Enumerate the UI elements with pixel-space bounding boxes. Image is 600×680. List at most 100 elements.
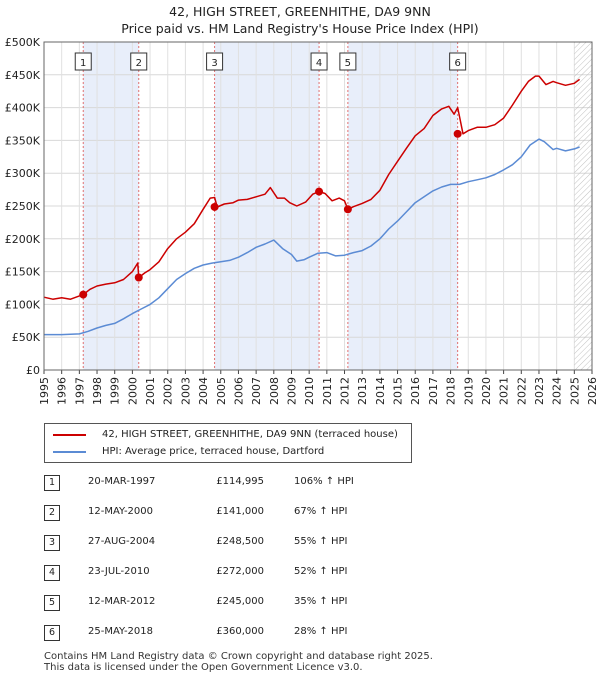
legend-label-hpi: HPI: Average price, terraced house, Dart… (102, 446, 325, 457)
forecast-hatch (574, 42, 592, 370)
sale-row: 1 20-MAR-1997 £114,995 106% ↑ HPI (44, 471, 404, 491)
x-tick-label: 2010 (303, 377, 316, 405)
sale-marker-number: 4 (316, 58, 322, 69)
y-tick-label: £450K (5, 69, 41, 82)
price-chart: 1 2 3 4 5 6 £0 £50K £100K £150K £200K £250K £300K £3… (5, 36, 599, 405)
sale-price: £245,000 (216, 596, 264, 607)
sale-marker-box (206, 52, 224, 71)
x-tick-label: 2021 (498, 377, 511, 405)
x-tick-label: 2019 (462, 377, 475, 405)
sale-number-box: 5 (44, 595, 60, 611)
x-tick-label: 2002 (162, 377, 175, 405)
sale-marker-number: 5 (345, 58, 351, 69)
legend: 42, HIGH STREET, GREENHITHE, DA9 9NN (te… (44, 423, 412, 463)
x-tick-label: 2012 (339, 377, 352, 405)
x-tick-label: 1998 (91, 377, 104, 405)
sale-point (134, 273, 143, 282)
x-tick-label: 2001 (144, 377, 157, 405)
sale-date: 23-JUL-2010 (88, 566, 150, 577)
x-tick-label: 2018 (445, 377, 458, 405)
sale-date: 25-MAY-2018 (88, 626, 154, 637)
hpi-line (44, 138, 580, 336)
y-tick-label: £350K (5, 134, 41, 147)
sale-hpi-change: 67% ↑ HPI (294, 506, 348, 517)
sale-number-box: 4 (44, 565, 60, 581)
sale-point (315, 187, 324, 196)
sale-number-box: 1 (44, 475, 60, 491)
sale-hpi-change: 106% ↑ HPI (294, 476, 354, 487)
sale-marker-box (339, 52, 357, 71)
sale-number-box: 2 (44, 505, 60, 521)
y-tick-label: £400K (5, 102, 41, 115)
x-tick-label: 2007 (250, 377, 263, 405)
chart-title-line1: 42, HIGH STREET, GREENHITHE, DA9 9NN (169, 4, 431, 19)
x-tick-label: 2020 (480, 377, 493, 405)
sale-price: £141,000 (216, 506, 264, 517)
sale-row: 6 25-MAY-2018 £360,000 28% ↑ HPI (44, 621, 404, 641)
y-tick-label: £100K (5, 298, 41, 311)
x-tick-label: 2014 (374, 377, 387, 405)
sale-row: 5 12-MAR-2012 £245,000 35% ↑ HPI (44, 591, 404, 611)
x-tick-label: 2026 (586, 377, 599, 405)
sale-row: 2 12-MAY-2000 £141,000 67% ↑ HPI (44, 501, 404, 521)
sale-row: 3 27-AUG-2004 £248,500 55% ↑ HPI (44, 531, 404, 551)
sale-marker-number: 3 (211, 58, 217, 69)
x-tick-label: 2017 (427, 377, 440, 405)
footer-line2: This data is licensed under the Open Gov… (44, 662, 363, 673)
y-tick-label: £0 (26, 364, 40, 377)
sale-point (210, 202, 219, 211)
sale-marker-number: 1 (80, 58, 86, 69)
x-tick-label: 2011 (321, 377, 334, 405)
legend-swatch-hpi (53, 451, 86, 453)
x-tick-label: 2009 (285, 377, 298, 405)
sale-hpi-change: 35% ↑ HPI (294, 596, 348, 607)
y-tick-label: £200K (5, 233, 41, 246)
sale-hpi-change: 52% ↑ HPI (294, 566, 348, 577)
x-tick-label: 2025 (568, 377, 581, 405)
y-tick-label: £150K (5, 266, 41, 279)
x-tick-label: 1997 (73, 377, 86, 405)
x-tick-label: 2023 (533, 377, 546, 405)
x-tick-label: 2013 (356, 377, 369, 405)
sale-number-box: 3 (44, 535, 60, 551)
sale-number-box: 6 (44, 625, 60, 641)
x-tick-label: 1995 (38, 377, 51, 405)
footer-line1: Contains HM Land Registry data © Crown c… (44, 651, 433, 662)
x-tick-label: 2022 (515, 377, 528, 405)
sale-point (343, 205, 352, 214)
x-tick-label: 2008 (268, 377, 281, 405)
sale-marker-box (130, 52, 148, 71)
sale-price: £248,500 (216, 536, 264, 547)
chart-title-line2: Price paid vs. HM Land Registry's House … (121, 21, 479, 36)
x-tick-label: 1996 (56, 377, 69, 405)
sale-row: 4 23-JUL-2010 £272,000 52% ↑ HPI (44, 561, 404, 581)
sale-marker-box (74, 52, 92, 71)
legend-swatch-property (53, 434, 86, 436)
y-tick-label: £50K (12, 331, 41, 344)
sale-date: 20-MAR-1997 (88, 476, 156, 487)
y-tick-label: £300K (5, 167, 41, 180)
x-tick-label: 2024 (551, 377, 564, 405)
x-tick-label: 2003 (179, 377, 192, 405)
x-tick-label: 2005 (215, 377, 228, 405)
sale-date: 27-AUG-2004 (88, 536, 156, 547)
footer: Contains HM Land Registry data © Crown c… (44, 651, 433, 673)
chart-title: 42, HIGH STREET, GREENHITHE, DA9 9NN Pri… (0, 3, 600, 37)
plot-frame (43, 41, 593, 371)
sale-date: 12-MAY-2000 (88, 506, 154, 517)
sale-price: £114,995 (216, 476, 264, 487)
sale-price: £272,000 (216, 566, 264, 577)
sale-point (79, 290, 88, 299)
x-tick-label: 1999 (109, 377, 122, 405)
sale-date: 12-MAR-2012 (88, 596, 156, 607)
sale-price: £360,000 (216, 626, 264, 637)
sale-marker-box (449, 52, 467, 71)
x-tick-label: 2016 (409, 377, 422, 405)
y-tick-label: £500K (5, 36, 41, 49)
sale-marker-box (310, 52, 328, 71)
sale-hpi-change: 55% ↑ HPI (294, 536, 348, 547)
y-tick-label: £250K (5, 200, 41, 213)
sale-hpi-change: 28% ↑ HPI (294, 626, 348, 637)
property-price-line (43, 75, 581, 300)
x-tick-label: 2000 (126, 377, 139, 405)
